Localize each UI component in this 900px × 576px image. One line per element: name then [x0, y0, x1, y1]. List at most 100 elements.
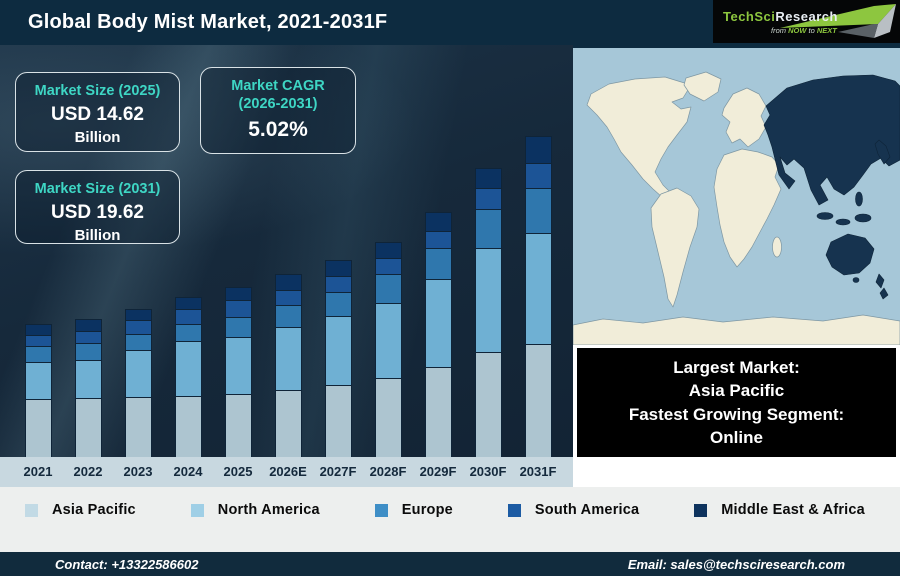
segment-north-america-2021	[24, 362, 52, 399]
segment-south-america-2026E	[274, 290, 302, 305]
segment-north-america-2026E	[274, 327, 302, 390]
x-tick-2022: 2022	[73, 464, 103, 479]
bar-2028F	[374, 242, 402, 457]
segment-north-america-2028F	[374, 303, 402, 378]
logo-tagline: from NOW to NEXT	[771, 26, 837, 35]
segment-south-america-2023	[124, 320, 152, 334]
market-size-2031-box: Market Size (2031) USD 19.62 Billion	[15, 170, 180, 244]
bar-2030F	[474, 168, 502, 457]
footer-bar: Contact: +13322586602 Email: sales@techs…	[0, 552, 900, 576]
asia-landmass-highlighted	[763, 74, 900, 206]
segment-middle-east-africa-2030F	[474, 168, 502, 188]
indonesia-highlighted-3	[854, 213, 872, 223]
logo-arrow-icon	[780, 4, 896, 38]
segment-north-america-2025	[224, 337, 252, 394]
segment-south-america-2027F	[324, 276, 352, 292]
segment-middle-east-africa-2023	[124, 309, 152, 320]
segment-middle-east-africa-2025	[224, 287, 252, 300]
market-size-2025-title: Market Size (2025)	[34, 83, 161, 99]
legend-swatch-icon	[507, 503, 521, 517]
segment-north-america-2022	[74, 360, 102, 398]
segment-europe-2027F	[324, 292, 352, 316]
segment-asia-pacific-2026E	[274, 390, 302, 457]
largest-market-callout: Largest Market: Asia Pacific Fastest Gro…	[577, 348, 896, 457]
segment-europe-2029F	[424, 248, 452, 279]
callout-line-2: Asia Pacific	[688, 381, 785, 401]
legend-swatch-icon	[374, 503, 388, 517]
legend-strip: Asia Pacific North America Europe South Ame…	[0, 487, 900, 552]
legend-item-asia-pacific: Asia Pacific	[25, 502, 136, 518]
market-cagr-box: Market CAGR (2026-2031) 5.02%	[200, 67, 356, 154]
stacked-bar-chart: Market Size (2025) USD 14.62 Billion Mar…	[0, 45, 573, 487]
segment-europe-2022	[74, 343, 102, 360]
logo-wordmark: TechSciResearch	[723, 9, 838, 24]
segment-asia-pacific-2025	[224, 394, 252, 457]
segment-middle-east-africa-2031F	[524, 136, 552, 163]
segment-south-america-2029F	[424, 231, 452, 248]
madagascar-landmass	[772, 236, 782, 258]
legend-swatch-icon	[694, 503, 708, 517]
x-tick-2026E: 2026E	[269, 464, 307, 479]
page-title: Global Body Mist Market, 2021-2031F	[28, 11, 388, 33]
callout-line-4: Online	[710, 427, 763, 447]
segment-middle-east-africa-2028F	[374, 242, 402, 258]
segment-europe-2031F	[524, 188, 552, 233]
segment-europe-2025	[224, 317, 252, 337]
segment-middle-east-africa-2021	[24, 324, 52, 335]
segment-south-america-2028F	[374, 258, 402, 274]
segment-south-america-2031F	[524, 163, 552, 188]
x-tick-2030F: 2030F	[469, 464, 507, 479]
south-america-landmass	[650, 187, 700, 308]
australia-landmass-highlighted	[825, 233, 875, 276]
bar-2027F	[324, 260, 352, 457]
legend-label: Middle East & Africa	[721, 502, 865, 518]
segment-asia-pacific-2021	[24, 399, 52, 457]
segment-north-america-2027F	[324, 316, 352, 385]
segment-middle-east-africa-2027F	[324, 260, 352, 276]
segment-asia-pacific-2024	[174, 396, 202, 457]
bar-2026E	[274, 274, 302, 457]
europe-landmass	[721, 87, 767, 148]
segment-asia-pacific-2022	[74, 398, 102, 457]
segment-north-america-2023	[124, 350, 152, 397]
footer-email[interactable]: Email: sales@techsciresearch.com	[627, 556, 845, 572]
segment-south-america-2021	[24, 335, 52, 346]
segment-europe-2030F	[474, 209, 502, 248]
tasmania-highlighted	[852, 277, 860, 283]
x-tick-2027F: 2027F	[319, 464, 357, 479]
world-map	[573, 45, 900, 345]
segment-asia-pacific-2028F	[374, 378, 402, 457]
indonesia-highlighted-2	[835, 218, 851, 226]
market-cagr-title-line2: (2026-2031)	[238, 96, 318, 113]
market-size-2031-unit: Billion	[74, 227, 121, 245]
bar-2031F	[524, 136, 552, 457]
legend-swatch-icon	[25, 503, 38, 517]
callout-line-1: Largest Market:	[673, 357, 800, 377]
legend-label: North America	[217, 502, 320, 518]
segment-south-america-2024	[174, 309, 202, 324]
segment-north-america-2029F	[424, 279, 452, 367]
segment-asia-pacific-2027F	[324, 385, 352, 457]
right-panel: Largest Market: Asia Pacific Fastest Gro…	[573, 45, 900, 487]
bar-2021	[24, 324, 52, 457]
market-size-2025-value: USD 14.62	[51, 104, 144, 126]
segment-europe-2021	[24, 346, 52, 362]
segment-europe-2023	[124, 334, 152, 350]
callout-line-3: Fastest Growing Segment:	[628, 404, 845, 424]
segment-asia-pacific-2030F	[474, 352, 502, 457]
bar-2023	[124, 309, 152, 457]
segment-middle-east-africa-2022	[74, 319, 102, 331]
market-cagr-title-line1: Market CAGR	[231, 78, 325, 94]
greenland-landmass	[683, 71, 722, 102]
segment-south-america-2025	[224, 300, 252, 317]
x-tick-2023: 2023	[123, 464, 153, 479]
segment-south-america-2022	[74, 331, 102, 343]
legend-item-north-america: North America	[190, 502, 320, 518]
segment-asia-pacific-2029F	[424, 367, 452, 457]
x-tick-2025: 2025	[223, 464, 253, 479]
segment-middle-east-africa-2029F	[424, 212, 452, 231]
market-size-2025-unit: Billion	[74, 129, 121, 147]
indonesia-highlighted-1	[816, 212, 834, 220]
market-size-2031-value: USD 19.62	[51, 202, 144, 224]
x-tick-2029F: 2029F	[419, 464, 457, 479]
